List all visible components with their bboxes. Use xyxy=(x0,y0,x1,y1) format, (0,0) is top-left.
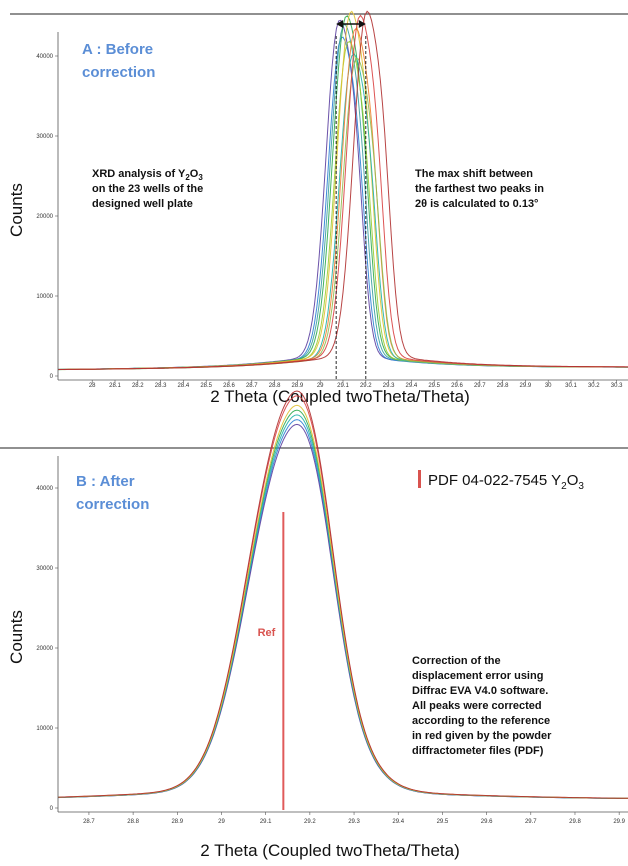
panel-a-left-annotation-line-2: on the 23 wells of the xyxy=(92,183,203,195)
panel-a-x-axis-label: 2 Theta (Coupled twoTheta/Theta) xyxy=(210,387,470,406)
y-tick-label: 40000 xyxy=(36,54,53,60)
panel-b-annotation-line-5: according to the reference xyxy=(412,715,550,727)
y-tick-label: 0 xyxy=(50,806,54,812)
panel-a-before-correction: 28 28.1 28.2 28.3 28.4 28.5 28.6 28.7 28.8 28.9 29… xyxy=(7,10,628,406)
y-tick-label: 10000 xyxy=(36,726,53,732)
x-tick-label: 29 xyxy=(317,383,324,389)
x-tick-label: 28.4 xyxy=(178,383,190,389)
x-tick-label: 29 xyxy=(218,819,225,825)
x-tick-label: 28.5 xyxy=(200,383,212,389)
x-tick-label: 30.2 xyxy=(588,383,600,389)
panel-b-annotation-line-4: All peaks were corrected xyxy=(412,700,542,712)
x-tick-label: 29.5 xyxy=(437,819,449,825)
x-tick-label: 28.9 xyxy=(292,383,304,389)
panel-b-title-line-1: B : After xyxy=(76,473,135,490)
shift-arrow-right-head xyxy=(358,20,366,28)
x-tick-label: 29.8 xyxy=(569,819,581,825)
x-tick-label: 29.1 xyxy=(337,383,349,389)
x-tick-label: 28.1 xyxy=(109,383,121,389)
x-tick-label: 29.6 xyxy=(481,819,493,825)
y-tick-label: 40000 xyxy=(36,486,53,492)
x-tick-label: 29.2 xyxy=(304,819,316,825)
panel-b-annotation-line-7: diffractometer files (PDF) xyxy=(412,745,544,757)
x-tick-label: 28.8 xyxy=(127,819,139,825)
x-tick-label: 29.9 xyxy=(613,819,625,825)
series-line-7 xyxy=(57,390,628,799)
legend-sub2: 3 xyxy=(578,481,584,492)
x-tick-label: 28.9 xyxy=(171,819,183,825)
panel-a-left-annotation-line-3: designed well plate xyxy=(92,198,193,210)
y-tick-label: 30000 xyxy=(36,566,53,572)
x-tick-label: 28.7 xyxy=(83,819,95,825)
y-tick-label: 10000 xyxy=(36,294,53,300)
x-tick-label: 29.3 xyxy=(348,819,360,825)
legend-label-pdf: PDF 04-022-7545 Y2O3 xyxy=(428,472,584,492)
x-tick-label: 29.5 xyxy=(428,383,440,389)
panel-a-right-annotation-line-3: 2θ is calculated to 0.13° xyxy=(415,198,538,210)
annot-a-sub2: 3 xyxy=(198,173,203,182)
y-tick-label: 30000 xyxy=(36,134,53,140)
x-tick-label: 29.2 xyxy=(360,383,372,389)
panel-b-series-group xyxy=(57,390,628,799)
x-tick-label: 29.9 xyxy=(520,383,532,389)
x-tick-label: 29.7 xyxy=(474,383,486,389)
legend-mid: O xyxy=(567,472,579,489)
annot-a-sub1: 2 xyxy=(185,173,190,182)
annot-a-text: XRD analysis of Y xyxy=(92,168,186,180)
y-tick-label: 20000 xyxy=(36,646,53,652)
x-tick-label: 29.7 xyxy=(525,819,537,825)
x-tick-label: 28.3 xyxy=(155,383,167,389)
x-tick-label: 29.4 xyxy=(392,819,404,825)
x-tick-label: 30 xyxy=(545,383,552,389)
panel-b-y-axis-label: Counts xyxy=(7,610,26,664)
panel-b-annotation-line-2: displacement error using xyxy=(412,670,543,682)
x-tick-label: 29.8 xyxy=(497,383,509,389)
series-line-11 xyxy=(57,10,628,371)
panel-b-title-line-2: correction xyxy=(76,496,149,513)
shift-arrow-left-head xyxy=(336,20,344,28)
panel-a-title-line-2: correction xyxy=(82,64,155,81)
panel-a-right-annotation-line-1: The max shift between xyxy=(415,168,533,180)
panel-b-x-axis-label: 2 Theta (Coupled twoTheta/Theta) xyxy=(200,841,460,860)
x-tick-label: 29.3 xyxy=(383,383,395,389)
x-tick-label: 28.7 xyxy=(246,383,258,389)
x-tick-label: 30.1 xyxy=(565,383,577,389)
panel-a-title-line-1: A : Before xyxy=(82,41,153,58)
x-tick-label: 28 xyxy=(89,383,96,389)
legend-swatch-pdf xyxy=(418,470,421,488)
reference-label: Ref xyxy=(258,627,276,639)
panel-b-annotation-line-3: Diffrac EVA V4.0 software. xyxy=(412,685,548,697)
x-tick-label: 29.4 xyxy=(406,383,418,389)
x-tick-label: 29.6 xyxy=(451,383,463,389)
x-tick-label: 29.1 xyxy=(260,819,272,825)
panel-b-annotation-line-1: Correction of the xyxy=(412,655,501,667)
x-tick-label: 28.6 xyxy=(223,383,235,389)
panel-a-left-annotation-line-1: XRD analysis of Y2O3 xyxy=(92,168,203,182)
x-tick-label: 28.2 xyxy=(132,383,144,389)
panel-b-after-correction: 28.7 28.8 28.9 29 29.1 29.2 29.3 29.4 29.5 29.6 29… xyxy=(0,390,628,860)
panel-b-annotation-line-6: in red given by the powder xyxy=(412,730,552,742)
y-tick-label: 0 xyxy=(50,374,54,380)
panel-a-right-annotation-line-2: the farthest two peaks in xyxy=(415,183,544,195)
x-tick-label: 28.8 xyxy=(269,383,281,389)
x-tick-label: 30.3 xyxy=(611,383,623,389)
legend-sub1: 2 xyxy=(561,481,567,492)
panel-a-y-axis-label: Counts xyxy=(7,183,26,237)
y-tick-label: 20000 xyxy=(36,214,53,220)
legend-text: PDF 04-022-7545 Y xyxy=(428,472,561,489)
annot-a-mid: O xyxy=(190,168,199,180)
